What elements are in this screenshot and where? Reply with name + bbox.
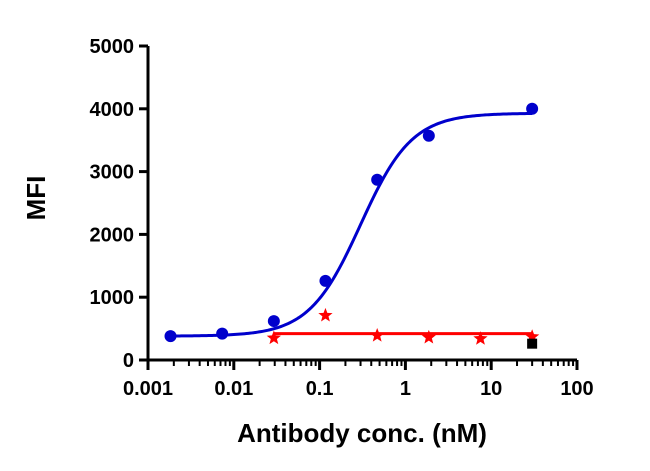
y-tick-label: 2000	[90, 224, 135, 246]
data-point-square	[527, 338, 538, 349]
x-tick-label: 0.1	[306, 378, 334, 400]
data-point-circle	[526, 102, 539, 115]
fit-curve	[170, 111, 533, 338]
x-tick-label: 1	[400, 378, 411, 400]
fit-curves	[170, 111, 533, 338]
data-point-circle	[422, 129, 435, 142]
x-tick-label: 10	[480, 378, 502, 400]
x-tick-label: 0.001	[123, 378, 173, 400]
y-tick-label: 1000	[90, 287, 135, 309]
data-point-star	[318, 307, 333, 322]
x-tick-label: 0.01	[214, 378, 253, 400]
data-points	[164, 102, 540, 349]
data-point-circle	[319, 274, 332, 287]
y-tick-label: 0	[123, 350, 134, 372]
data-point-star	[266, 330, 281, 345]
y-axis-title: MFI	[21, 176, 51, 221]
data-point-circle	[371, 173, 384, 186]
x-axis-title: Antibody conc. (nM)	[237, 418, 487, 448]
y-tick-label: 5000	[90, 36, 135, 58]
data-point-star	[473, 331, 488, 345]
data-point-star	[370, 328, 385, 342]
axes: 0 1000 2000 3000 4000 5000 0.001 0.01 0.1 1 10 100	[90, 36, 594, 400]
data-point-circle	[164, 330, 177, 343]
data-point-circle	[267, 315, 280, 328]
y-tick-label: 3000	[90, 162, 135, 184]
data-point-star	[525, 329, 540, 343]
data-point-star	[421, 329, 436, 344]
y-tick-label: 4000	[90, 99, 135, 121]
data-point-circle	[216, 327, 229, 340]
x-tick-label: 100	[560, 378, 593, 400]
